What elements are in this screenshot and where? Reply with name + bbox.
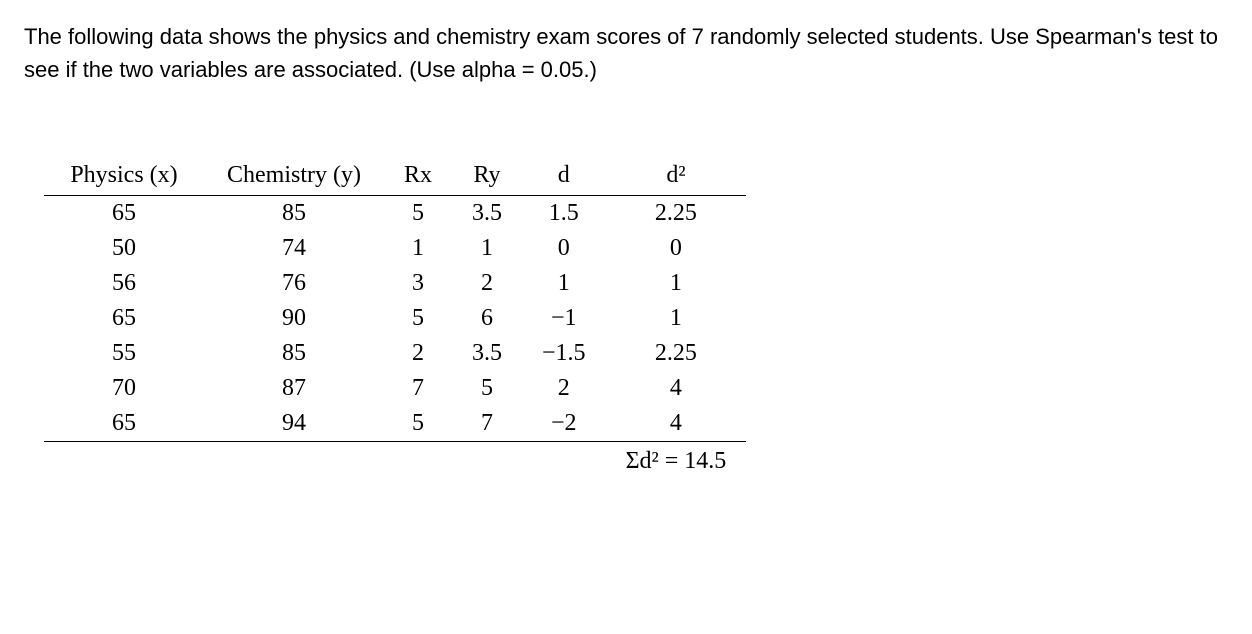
cell-rx: 1 <box>384 231 452 266</box>
header-d2: d² <box>606 156 747 196</box>
table-row: 65 85 5 3.5 1.5 2.25 <box>44 196 746 232</box>
cell-chemistry: 85 <box>204 336 384 371</box>
sum-d2-cell: Σd² = 14.5 <box>606 442 747 482</box>
cell-ry: 5 <box>452 371 522 406</box>
cell-chemistry: 74 <box>204 231 384 266</box>
cell-ry: 7 <box>452 406 522 442</box>
cell-ry: 3.5 <box>452 196 522 232</box>
header-chemistry: Chemistry (y) <box>204 156 384 196</box>
cell-chemistry: 94 <box>204 406 384 442</box>
cell-d: 0 <box>522 231 606 266</box>
header-ry: Ry <box>452 156 522 196</box>
cell-rx: 5 <box>384 406 452 442</box>
cell-rx: 2 <box>384 336 452 371</box>
table-footer-row: Σd² = 14.5 <box>44 442 746 482</box>
cell-rx: 5 <box>384 301 452 336</box>
cell-d: −1.5 <box>522 336 606 371</box>
table-row: 55 85 2 3.5 −1.5 2.25 <box>44 336 746 371</box>
table-row: 56 76 3 2 1 1 <box>44 266 746 301</box>
cell-chemistry: 90 <box>204 301 384 336</box>
table-row: 70 87 7 5 2 4 <box>44 371 746 406</box>
cell-d2: 4 <box>606 371 747 406</box>
cell-d2: 0 <box>606 231 747 266</box>
cell-physics: 56 <box>44 266 204 301</box>
cell-ry: 6 <box>452 301 522 336</box>
cell-ry: 1 <box>452 231 522 266</box>
cell-d: −1 <box>522 301 606 336</box>
table-body: 65 85 5 3.5 1.5 2.25 50 74 1 1 0 0 56 76… <box>44 196 746 442</box>
cell-chemistry: 76 <box>204 266 384 301</box>
cell-d: 1.5 <box>522 196 606 232</box>
cell-d: −2 <box>522 406 606 442</box>
cell-physics: 50 <box>44 231 204 266</box>
cell-physics: 65 <box>44 406 204 442</box>
cell-rx: 3 <box>384 266 452 301</box>
header-rx: Rx <box>384 156 452 196</box>
cell-chemistry: 85 <box>204 196 384 232</box>
cell-physics: 65 <box>44 301 204 336</box>
cell-d2: 4 <box>606 406 747 442</box>
cell-d: 1 <box>522 266 606 301</box>
cell-ry: 3.5 <box>452 336 522 371</box>
cell-d: 2 <box>522 371 606 406</box>
cell-rx: 7 <box>384 371 452 406</box>
cell-ry: 2 <box>452 266 522 301</box>
cell-physics: 55 <box>44 336 204 371</box>
cell-physics: 65 <box>44 196 204 232</box>
cell-d2: 2.25 <box>606 196 747 232</box>
table-row: 50 74 1 1 0 0 <box>44 231 746 266</box>
cell-d2: 1 <box>606 301 747 336</box>
cell-d2: 2.25 <box>606 336 747 371</box>
cell-rx: 5 <box>384 196 452 232</box>
header-d: d <box>522 156 606 196</box>
cell-chemistry: 87 <box>204 371 384 406</box>
cell-d2: 1 <box>606 266 747 301</box>
data-table: Physics (x) Chemistry (y) Rx Ry d d² 65 … <box>44 156 746 481</box>
intro-text: The following data shows the physics and… <box>24 20 1228 86</box>
header-physics: Physics (x) <box>44 156 204 196</box>
table-row: 65 90 5 6 −1 1 <box>44 301 746 336</box>
table-row: 65 94 5 7 −2 4 <box>44 406 746 442</box>
data-table-container: Physics (x) Chemistry (y) Rx Ry d d² 65 … <box>44 156 1228 481</box>
cell-physics: 70 <box>44 371 204 406</box>
table-header-row: Physics (x) Chemistry (y) Rx Ry d d² <box>44 156 746 196</box>
